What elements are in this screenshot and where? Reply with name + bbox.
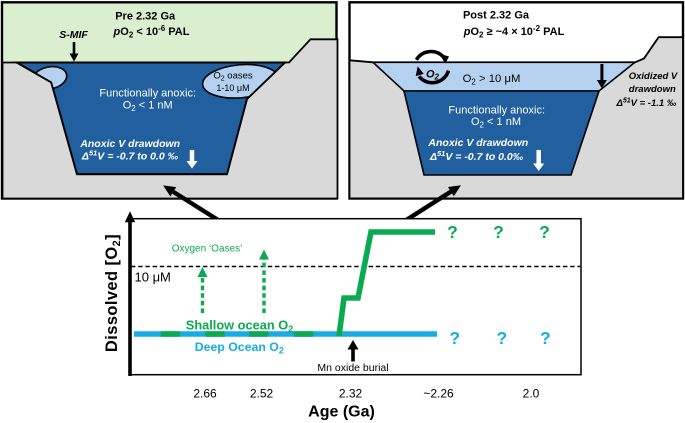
svg-text:pO2 ≥ ~4 × 10-2 PAL: pO2 ≥ ~4 × 10-2 PAL: [463, 24, 565, 40]
svg-text:2.32: 2.32: [339, 387, 363, 401]
svg-text:O2 > 10 μM: O2 > 10 μM: [463, 73, 521, 87]
svg-text:Post 2.32 Ga: Post 2.32 Ga: [463, 10, 530, 22]
svg-text:Pre 2.32 Ga: Pre 2.32 Ga: [115, 10, 176, 22]
svg-text:?: ?: [540, 328, 551, 348]
svg-text:?: ?: [449, 328, 460, 348]
svg-text:Δ51V = -1.1 ‰: Δ51V = -1.1 ‰: [615, 98, 676, 110]
svg-text:Δ51V = -0.7 to 0.0 ‰: Δ51V = -0.7 to 0.0 ‰: [81, 148, 179, 162]
svg-text:?: ?: [496, 328, 507, 348]
svg-text:Anoxic V drawdown: Anoxic V drawdown: [79, 138, 180, 150]
svg-text:1-10 μM: 1-10 μM: [216, 83, 249, 93]
svg-text:O2 oases: O2 oases: [213, 71, 253, 83]
svg-text:2.0: 2.0: [523, 387, 540, 401]
svg-text:?: ?: [493, 222, 504, 242]
svg-text:~2.26: ~2.26: [423, 387, 454, 401]
svg-text:O2: O2: [426, 69, 440, 82]
svg-text:Oxidized V: Oxidized V: [629, 71, 678, 82]
svg-text:Deep Ocean O2: Deep Ocean O2: [195, 340, 284, 356]
svg-text:Shallow ocean O2: Shallow ocean O2: [186, 317, 293, 334]
svg-text:O2 < 1 nM: O2 < 1 nM: [123, 99, 173, 113]
svg-text:?: ?: [447, 222, 458, 242]
svg-text:2.66: 2.66: [193, 387, 217, 401]
svg-text:Functionally anoxic:: Functionally anoxic:: [99, 88, 196, 100]
svg-text:pO2 < 10-6 PAL: pO2 < 10-6 PAL: [113, 24, 190, 40]
svg-text:Mn oxide burial: Mn oxide burial: [317, 362, 388, 374]
svg-text:?: ?: [539, 222, 550, 242]
svg-text:Anoxic V drawdown: Anoxic V drawdown: [427, 137, 528, 149]
svg-text:10 μM: 10 μM: [135, 270, 171, 285]
svg-text:Oxygen ‘Oases’: Oxygen ‘Oases’: [172, 244, 243, 255]
svg-text:Age (Ga): Age (Ga): [308, 404, 375, 421]
svg-text:O2 < 1 nM: O2 < 1 nM: [471, 116, 521, 130]
svg-text:Dissolved [O2]: Dissolved [O2]: [103, 234, 123, 352]
svg-text:drawdown: drawdown: [629, 84, 676, 95]
svg-text:Δ51V = -0.7 to 0.0‰: Δ51V = -0.7 to 0.0‰: [429, 149, 524, 163]
svg-text:S-MIF: S-MIF: [59, 29, 88, 41]
svg-text:2.52: 2.52: [250, 387, 274, 401]
svg-text:Functionally anoxic:: Functionally anoxic:: [448, 104, 545, 116]
